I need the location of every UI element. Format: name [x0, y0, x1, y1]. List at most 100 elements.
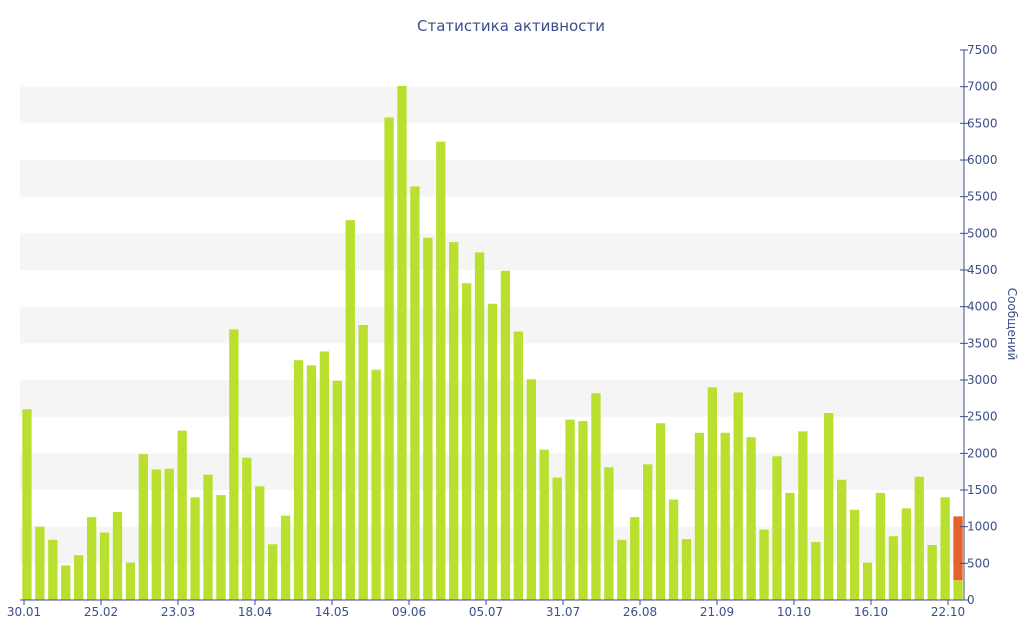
y-tick-label: 7500 [967, 43, 998, 57]
y-axis-label: Сообщений [1005, 288, 1019, 361]
bar[interactable] [99, 532, 110, 600]
x-tick-label: 30.01 [7, 605, 41, 619]
bar[interactable] [578, 421, 588, 600]
x-tick-label: 26.08 [623, 605, 657, 619]
bar[interactable] [216, 495, 226, 600]
bar[interactable] [824, 413, 834, 600]
bar[interactable] [203, 474, 213, 600]
bar[interactable] [953, 580, 963, 600]
bar[interactable] [772, 456, 782, 600]
bar[interactable] [914, 476, 924, 600]
bar[interactable] [74, 555, 84, 600]
bar[interactable] [513, 331, 524, 600]
bar-highlight[interactable] [953, 516, 963, 581]
bar[interactable] [61, 565, 71, 600]
bar[interactable] [849, 509, 860, 600]
bar[interactable] [190, 497, 200, 600]
bar[interactable] [552, 477, 562, 600]
x-tick-label: 10.10 [777, 605, 811, 619]
bar[interactable] [86, 517, 97, 600]
bar[interactable] [862, 562, 873, 600]
bar[interactable] [643, 464, 653, 600]
bar[interactable] [811, 542, 821, 600]
bar[interactable] [836, 479, 847, 600]
bar[interactable] [591, 393, 601, 600]
bar[interactable] [681, 539, 692, 600]
y-tick-label: 3000 [967, 373, 998, 387]
bar[interactable] [125, 562, 136, 600]
x-tick-label: 14.05 [315, 605, 349, 619]
y-tick-label: 1500 [967, 483, 998, 497]
bar[interactable] [759, 529, 769, 600]
bar[interactable] [242, 457, 252, 600]
bar[interactable] [526, 379, 536, 600]
bar[interactable] [901, 508, 911, 600]
bar[interactable] [332, 380, 342, 600]
bar[interactable] [280, 515, 291, 600]
bar[interactable] [384, 117, 394, 600]
x-tick-label: 22.10 [931, 605, 965, 619]
y-tick-label: 5500 [967, 190, 998, 204]
bar[interactable] [940, 497, 950, 600]
y-tick-label: 7000 [967, 80, 998, 94]
bar[interactable] [668, 499, 679, 600]
bar[interactable] [888, 536, 899, 600]
x-tick-label: 05.07 [469, 605, 503, 619]
bar[interactable] [229, 329, 239, 600]
bar[interactable] [345, 220, 355, 600]
bar[interactable] [48, 539, 58, 600]
grid-band [20, 233, 964, 270]
bars [22, 85, 963, 600]
bar[interactable] [255, 486, 265, 600]
bar[interactable] [293, 360, 304, 600]
bar[interactable] [539, 449, 549, 600]
bar[interactable] [319, 351, 330, 600]
bar[interactable] [268, 544, 278, 600]
bar[interactable] [449, 242, 459, 600]
bar[interactable] [746, 437, 756, 600]
y-tick-label: 6000 [967, 153, 998, 167]
bar[interactable] [655, 423, 666, 600]
bar[interactable] [177, 430, 187, 600]
bar[interactable] [474, 252, 485, 600]
bar[interactable] [617, 539, 627, 600]
bar[interactable] [35, 526, 45, 600]
bar[interactable] [151, 469, 161, 600]
bar[interactable] [436, 141, 446, 600]
bar[interactable] [423, 237, 433, 600]
chart-title: Статистика активности [417, 17, 605, 35]
bar[interactable] [798, 431, 808, 600]
bar[interactable] [927, 545, 937, 600]
bar[interactable] [565, 419, 575, 600]
bar[interactable] [397, 85, 407, 600]
bar[interactable] [112, 512, 123, 600]
bar[interactable] [358, 325, 368, 600]
bar[interactable] [785, 492, 795, 600]
bar[interactable] [164, 468, 174, 600]
bar[interactable] [875, 492, 886, 600]
bar[interactable] [138, 454, 149, 600]
bar[interactable] [306, 365, 317, 600]
bar[interactable] [694, 432, 705, 600]
y-tick-label: 1000 [967, 520, 998, 534]
bar[interactable] [707, 387, 717, 600]
bar[interactable] [410, 186, 420, 600]
bar[interactable] [630, 517, 640, 600]
bar[interactable] [371, 369, 381, 600]
x-tick-label: 21.09 [700, 605, 734, 619]
bar[interactable] [733, 392, 743, 600]
y-tick-label: 0 [967, 593, 975, 607]
x-tick-label: 16.10 [854, 605, 888, 619]
y-tick-label: 3500 [967, 336, 998, 350]
bar[interactable] [500, 270, 511, 600]
y-axis: 0 500 1000 1500 2000 2500 3000 3500 4000 4500 5000… [960, 43, 998, 607]
bar[interactable] [22, 409, 32, 600]
x-tick-label: 18.04 [238, 605, 272, 619]
bar[interactable] [487, 303, 498, 600]
y-tick-label: 5000 [967, 226, 998, 240]
y-tick-label: 4500 [967, 263, 998, 277]
bar[interactable] [461, 283, 472, 600]
bar[interactable] [604, 467, 614, 600]
bar[interactable] [720, 432, 730, 600]
